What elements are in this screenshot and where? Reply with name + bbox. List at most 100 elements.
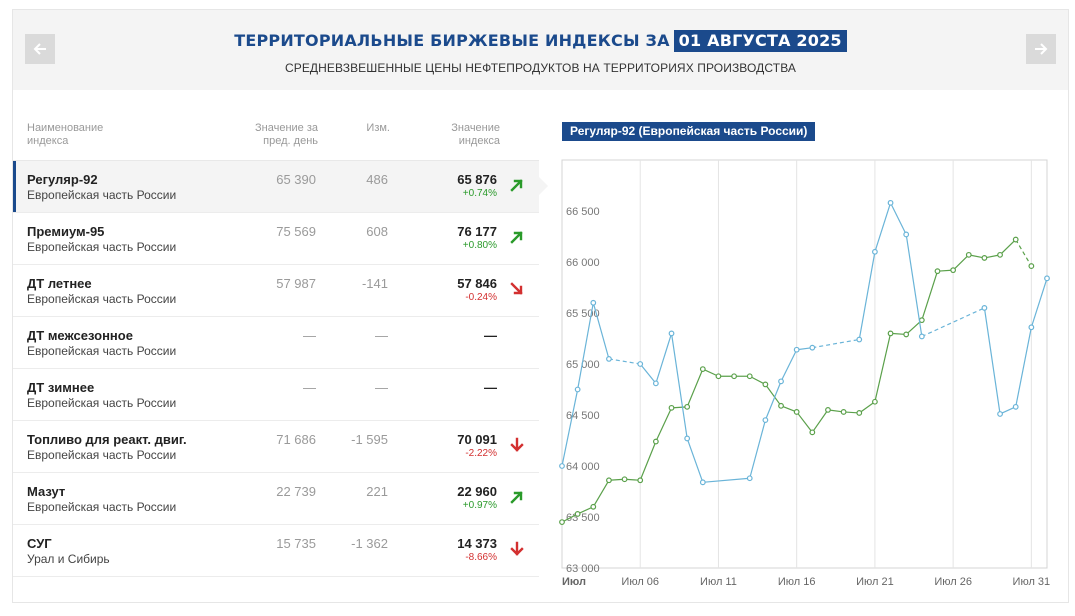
table-row[interactable]: Регуляр-92 Европейская часть России 65 390… — [13, 161, 548, 213]
series-1-point — [637, 477, 644, 484]
index-table: Наименование индекса Значение за пред. ден… — [13, 112, 548, 577]
series-1-segment — [1015, 239, 1032, 267]
table-row[interactable]: СУГ Урал и Сибирь 15 735 -1 362 14 373 -8.66% — [13, 525, 539, 577]
series-2-segment — [702, 477, 750, 483]
series-1-segment — [921, 270, 939, 321]
series-2-point — [637, 361, 644, 367]
index-region: Европейская часть России — [27, 188, 177, 202]
index-name: ДТ летнее — [27, 276, 92, 291]
series-2-point — [809, 344, 816, 351]
page-subtitle: СРЕДНЕВЗВЕШЕННЫЕ ЦЕНЫ НЕФТЕПРОДУКТОВ НА … — [284, 61, 797, 75]
y-tick-label: 64 000 — [566, 461, 600, 473]
series-1-point — [731, 373, 737, 380]
series-1-point — [793, 409, 800, 415]
table-row[interactable]: ДТ зимнее Европейская часть России — — — — [13, 369, 539, 421]
col-header-prev-line1: Значение за — [255, 122, 318, 134]
index-name: Топливо для реакт. двиг. — [27, 432, 187, 447]
header: ТЕРРИТОРИАЛЬНЫЕ БИРЖЕВЫЕ ИНДЕКСЫ ЗА 01 АВ… — [13, 10, 1068, 90]
series-2-point — [606, 355, 612, 362]
change-value: — — [375, 328, 388, 343]
change-value: -1 362 — [351, 536, 388, 551]
series-1-point — [840, 409, 847, 415]
index-region: Европейская часть России — [27, 448, 177, 462]
series-1-point — [715, 373, 722, 380]
series-1-point — [668, 404, 675, 411]
series-2-point — [590, 299, 597, 306]
series-2-point — [997, 411, 1003, 417]
series-1-segment — [811, 409, 829, 433]
series-1-segment — [561, 513, 578, 523]
series-2-segment — [764, 381, 782, 421]
series-2-point — [887, 199, 894, 206]
prev-value: 57 987 — [276, 276, 316, 291]
series-2-segment — [655, 333, 673, 384]
change-value: -1 595 — [351, 432, 388, 447]
table-row[interactable]: ДТ межсезонное Европейская часть России — —… — [13, 317, 539, 369]
x-tick-label: Июл 16 — [778, 576, 816, 588]
y-tick-label: 63 000 — [566, 563, 600, 575]
series-2-point — [778, 378, 784, 385]
next-day-button[interactable] — [1026, 34, 1056, 64]
series-1-point — [778, 402, 784, 409]
series-1-point — [950, 267, 957, 274]
series-2-point — [559, 463, 565, 469]
y-tick-label: 65 000 — [566, 359, 600, 371]
series-1-point — [825, 407, 831, 413]
series-1-point — [887, 330, 894, 337]
series-2-segment — [858, 251, 876, 340]
series-2-point — [981, 304, 988, 311]
prev-value: — — [303, 328, 316, 343]
series-2-point — [856, 336, 863, 343]
index-value: 22 960 — [457, 484, 497, 499]
x-tick-label: Июл — [562, 576, 586, 588]
table-row[interactable]: Топливо для реакт. двиг. Европейская част… — [13, 421, 539, 473]
series-2-segment — [780, 349, 798, 382]
series-2-segment — [1030, 278, 1048, 328]
series-2-segment — [812, 338, 860, 349]
y-tick-label: 66 500 — [566, 206, 600, 218]
series-2-segment — [921, 307, 985, 338]
series-1-point — [934, 268, 941, 275]
x-tick-label: Июл 31 — [1013, 576, 1051, 588]
change-value: 608 — [366, 224, 388, 239]
table-row[interactable]: Премиум-95 Европейская часть России 75 569… — [13, 213, 539, 265]
table-body: Регуляр-92 Европейская часть России 65 390… — [13, 161, 548, 577]
series-1-point — [746, 373, 753, 380]
index-value: — — [484, 380, 497, 395]
index-name: Премиум-95 — [27, 224, 105, 239]
series-1-segment — [999, 239, 1017, 256]
col-header-name: Наименование индекса — [27, 122, 147, 148]
series-1-segment — [796, 411, 813, 433]
series-1-point — [918, 317, 925, 324]
col-header-name-line1: Наименование — [27, 122, 104, 134]
series-1-point — [559, 519, 565, 526]
arrow-up-right-icon — [510, 231, 523, 244]
series-1-point — [1028, 263, 1035, 269]
series-2-segment — [983, 307, 1001, 415]
prev-value: 22 739 — [276, 484, 316, 499]
change-value: -141 — [361, 276, 388, 291]
series-1-point — [872, 398, 878, 405]
series-2-point — [699, 479, 706, 486]
col-header-value-line2: индекса — [458, 135, 500, 147]
title-text: ТЕРРИТОРИАЛЬНЫЕ БИРЖЕВЫЕ ИНДЕКСЫ ЗА — [234, 31, 670, 50]
index-region: Европейская часть России — [27, 500, 177, 514]
arrow-down-icon — [510, 541, 524, 556]
series-1-point — [590, 503, 597, 510]
prev-day-button[interactable] — [25, 34, 55, 64]
series-1-point — [652, 438, 659, 445]
table-row[interactable]: Мазут Европейская часть России 22 739 221 22… — [13, 473, 539, 525]
index-value: 70 091 — [457, 432, 497, 447]
index-region: Урал и Сибирь — [27, 552, 110, 566]
series-2-segment — [670, 333, 688, 439]
series-1-point — [856, 410, 863, 416]
series-2-point — [652, 380, 659, 387]
table-row[interactable]: ДТ летнее Европейская часть России 57 987 -… — [13, 265, 539, 317]
series-1-point — [621, 476, 628, 483]
arrow-right-icon — [1035, 43, 1048, 55]
prev-value: — — [303, 380, 316, 395]
series-1-point — [965, 251, 972, 258]
series-2-segment — [1015, 327, 1032, 407]
index-region: Европейская часть России — [27, 292, 177, 306]
